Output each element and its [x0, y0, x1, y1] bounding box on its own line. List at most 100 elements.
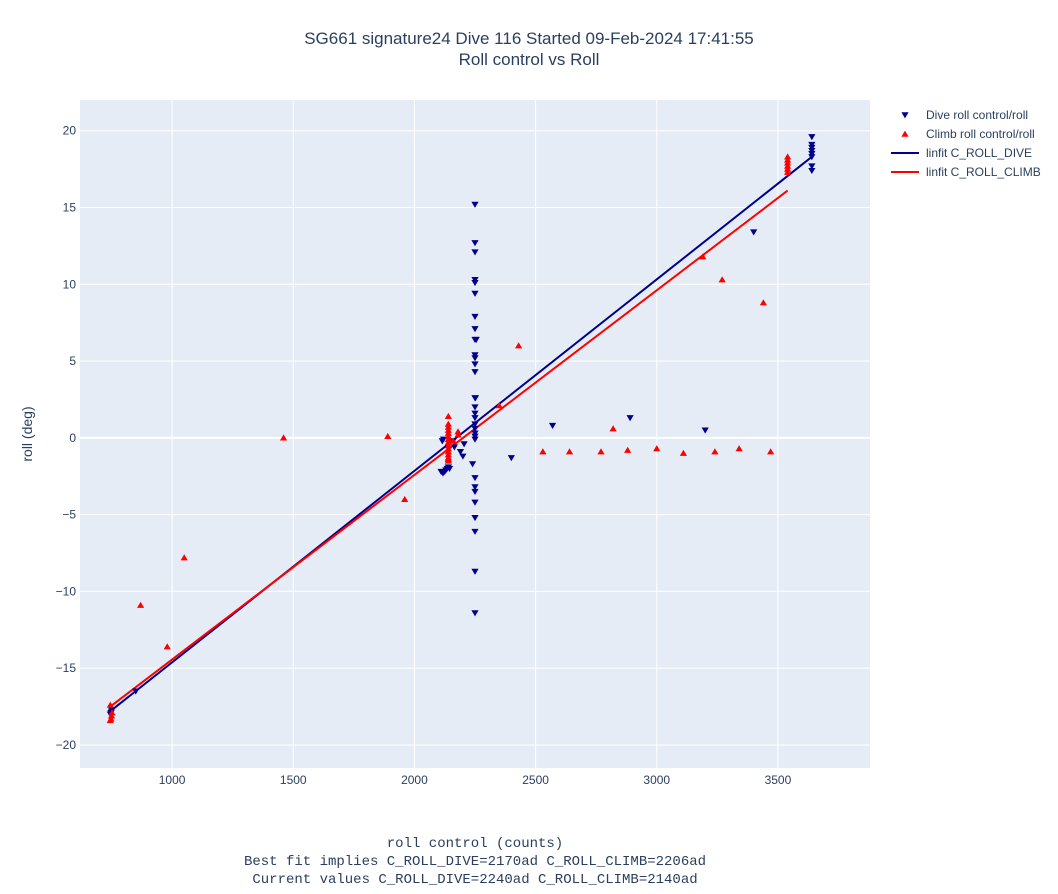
- y-tick-labels: −20 −15 −10 −5 0 5 10 15 20: [56, 124, 77, 752]
- climb-point: [384, 432, 392, 440]
- dive-point: [471, 326, 479, 333]
- dive-point: [471, 425, 479, 433]
- chart-title: SG661 signature24 Dive 116 Started 09-Fe…: [304, 29, 754, 48]
- climb-point: [444, 412, 452, 420]
- climb-point: [767, 448, 775, 455]
- x-axis-label-block: roll control (counts) Best fit implies C…: [0, 835, 950, 889]
- dive-point: [468, 461, 477, 468]
- dive-point: [808, 163, 816, 170]
- dive-point: [456, 448, 465, 456]
- y-tick-label: 5: [69, 354, 76, 368]
- legend-item[interactable]: Dive roll control/roll: [901, 108, 1028, 122]
- dive-point: [808, 151, 816, 158]
- y-tick-label: 10: [63, 277, 77, 291]
- dive-point: [471, 568, 479, 575]
- climb-point: [454, 428, 462, 435]
- dive-point: [471, 410, 479, 417]
- dive-point: [459, 453, 467, 460]
- dive-point: [471, 415, 479, 422]
- dive-point: [471, 361, 479, 368]
- dive-point: [471, 355, 479, 362]
- dive-point: [471, 430, 479, 437]
- climb-point: [515, 342, 523, 349]
- climb-point: [444, 439, 452, 446]
- climb-point: [711, 448, 719, 455]
- dive-point: [471, 433, 479, 440]
- dive-point: [808, 147, 816, 155]
- x-tick-label: 2500: [522, 773, 549, 787]
- legend-label: Dive roll control/roll: [926, 108, 1028, 122]
- dive-point: [808, 134, 816, 141]
- climb-point: [718, 276, 726, 283]
- dive-point: [471, 499, 479, 506]
- climb-point: [444, 435, 452, 443]
- dive-point: [471, 352, 479, 359]
- legend-label: linfit C_ROLL_DIVE: [926, 146, 1032, 160]
- dive-point: [471, 249, 479, 256]
- dive-point: [472, 336, 480, 343]
- climb-point: [444, 432, 452, 440]
- legend[interactable]: Dive roll control/roll Climb roll control…: [891, 108, 1041, 179]
- dive-point: [808, 144, 816, 152]
- climb-point: [136, 601, 145, 608]
- y-tick-label: −10: [56, 584, 77, 598]
- dive-point: [471, 514, 479, 522]
- legend-marker-swatch: [901, 112, 909, 119]
- y-tick-label: −20: [56, 738, 77, 752]
- climb-point: [784, 162, 792, 169]
- dive-point: [471, 484, 479, 491]
- climb-point: [107, 715, 115, 722]
- dive-point: [471, 404, 479, 411]
- dive-point: [471, 395, 480, 402]
- dive-point: [471, 276, 479, 284]
- climb-point: [609, 425, 617, 432]
- legend-marker-swatch: [901, 130, 909, 137]
- y-tick-label: 20: [63, 124, 77, 138]
- climb-point: [784, 159, 792, 166]
- climb-point: [163, 643, 171, 650]
- dive-point: [445, 465, 454, 472]
- y-axis-label: roll (deg): [19, 406, 35, 461]
- dive-point: [471, 290, 479, 297]
- dive-point: [471, 488, 479, 496]
- dive-point: [471, 436, 479, 443]
- climb-point: [539, 448, 547, 455]
- climb-point: [279, 434, 288, 441]
- legend-item[interactable]: linfit C_ROLL_DIVE: [891, 146, 1032, 160]
- climb-point: [597, 448, 605, 455]
- climb-point: [108, 709, 116, 716]
- climb-point: [444, 457, 452, 464]
- dive-point: [626, 415, 634, 422]
- dive-point: [471, 421, 479, 428]
- dive-point: [808, 141, 816, 148]
- climb-point: [679, 449, 688, 456]
- climb-point: [653, 445, 661, 452]
- climb-point: [784, 156, 792, 163]
- data-markers: [106, 134, 816, 724]
- climb-point: [444, 451, 452, 458]
- climb-point: [401, 495, 409, 502]
- climb-point: [180, 554, 188, 561]
- dive-point: [808, 154, 816, 161]
- grid-lines: [80, 100, 870, 768]
- climb-point: [759, 299, 767, 306]
- x-axis-note-best-fit: Best fit implies C_ROLL_DIVE=2170ad C_RO…: [243, 854, 707, 870]
- y-tick-label: −15: [56, 661, 77, 675]
- climb-point: [784, 168, 792, 175]
- climb-point: [449, 437, 457, 444]
- chart-subtitle: Roll control vs Roll: [458, 50, 600, 69]
- climb-point: [107, 712, 116, 719]
- legend-label: linfit C_ROLL_CLIMB: [926, 165, 1041, 179]
- x-tick-label: 3500: [765, 773, 792, 787]
- climb-point: [444, 420, 452, 427]
- climb-point: [444, 429, 452, 436]
- y-tick-label: 15: [63, 200, 77, 214]
- climb-point: [699, 253, 707, 260]
- legend-item[interactable]: Climb roll control/roll: [901, 127, 1035, 141]
- legend-item[interactable]: linfit C_ROLL_CLIMB: [891, 165, 1041, 179]
- climb-point: [624, 446, 632, 453]
- dive-point: [132, 688, 140, 695]
- legend-label: Climb roll control/roll: [926, 127, 1035, 141]
- climb-point: [444, 442, 452, 449]
